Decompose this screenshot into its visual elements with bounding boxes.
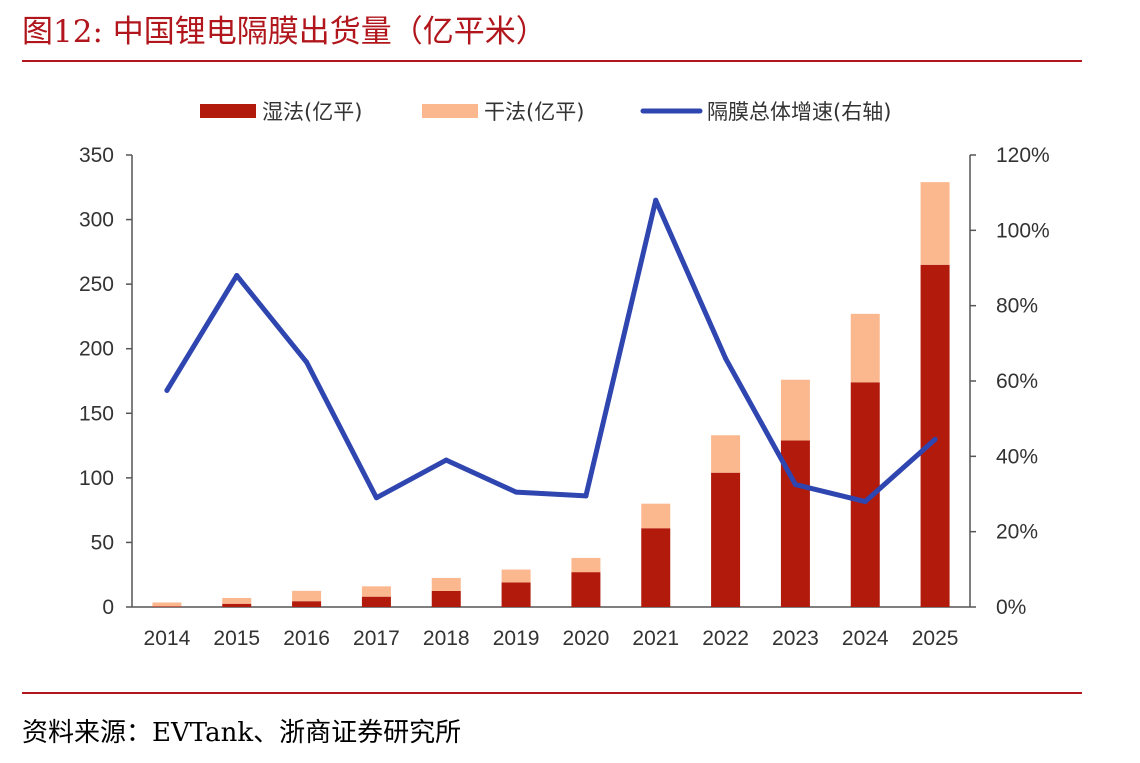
x-axis-tick-label: 2016 bbox=[283, 627, 330, 650]
bar-dry bbox=[361, 586, 391, 597]
left-axis-tick-label: 100 bbox=[79, 467, 114, 490]
bar-wet bbox=[361, 596, 391, 607]
left-axis-tick-label: 300 bbox=[79, 209, 114, 232]
bar-dry bbox=[641, 503, 671, 529]
x-axis-tick-label: 2019 bbox=[493, 627, 540, 650]
bottom-rule bbox=[22, 692, 1082, 694]
legend-label-wet: 湿法(亿平) bbox=[262, 100, 362, 124]
x-axis-tick-label: 2021 bbox=[632, 627, 679, 650]
x-axis-tick-label: 2025 bbox=[912, 627, 959, 650]
bar-dry bbox=[152, 602, 182, 607]
x-axis-tick-label: 2014 bbox=[144, 627, 191, 650]
left-axis-tick-label: 200 bbox=[79, 338, 114, 361]
x-axis-tick-label: 2020 bbox=[563, 627, 610, 650]
growth-line-point bbox=[583, 493, 589, 499]
bar-wet bbox=[292, 601, 322, 607]
x-axis-tick-label: 2022 bbox=[702, 627, 749, 650]
right-axis-tick-label: 120% bbox=[996, 144, 1050, 167]
growth-line-point bbox=[234, 273, 240, 279]
bars bbox=[152, 182, 950, 607]
bar-wet bbox=[152, 606, 182, 607]
legend-swatch-wet bbox=[200, 104, 256, 118]
legend-label-dry: 干法(亿平) bbox=[484, 100, 584, 124]
left-axis-tick-label: 50 bbox=[91, 531, 114, 554]
bar-wet bbox=[571, 572, 601, 607]
growth-line-point bbox=[373, 495, 379, 501]
x-axis-tick-label: 2017 bbox=[353, 627, 400, 650]
right-axis-tick-label: 60% bbox=[996, 370, 1038, 393]
growth-line-point bbox=[653, 197, 659, 203]
bar-wet bbox=[431, 590, 461, 607]
left-axis-tick-label: 250 bbox=[79, 273, 114, 296]
bar-dry bbox=[292, 590, 322, 602]
bar-dry bbox=[571, 557, 601, 573]
growth-line-point bbox=[164, 387, 170, 393]
bar-dry bbox=[780, 379, 810, 441]
bar-dry bbox=[501, 569, 531, 583]
legend-label-growth: 隔膜总体增速(右轴) bbox=[707, 100, 891, 124]
bar-dry bbox=[711, 435, 741, 473]
growth-line-point bbox=[513, 489, 519, 495]
growth-line-point bbox=[792, 482, 798, 488]
growth-line-point bbox=[443, 457, 449, 463]
source-note: 资料来源：EVTank、浙商证券研究所 bbox=[22, 718, 462, 748]
growth-line-point bbox=[304, 359, 310, 365]
x-axis-tick-label: 2018 bbox=[423, 627, 470, 650]
growth-line-point bbox=[723, 355, 729, 361]
right-axis-tick-label: 0% bbox=[996, 596, 1026, 619]
bar-wet bbox=[711, 472, 741, 607]
axes: 0 50 100 150 200 250 300 350 0% 20% 40% 60% 80% 100% 1… bbox=[79, 144, 1050, 650]
bar-dry bbox=[920, 182, 950, 265]
growth-line-path bbox=[164, 197, 938, 505]
bar-wet bbox=[641, 528, 671, 607]
x-axis-tick-label: 2015 bbox=[213, 627, 260, 650]
legend: 湿法(亿平) 干法(亿平) 隔膜总体增速(右轴) bbox=[200, 100, 891, 124]
right-axis-tick-label: 40% bbox=[996, 445, 1038, 468]
growth-line-point bbox=[932, 436, 938, 442]
right-axis-tick-label: 80% bbox=[996, 295, 1038, 318]
left-axis-tick-label: 150 bbox=[79, 402, 114, 425]
left-axis-tick-label: 350 bbox=[79, 144, 114, 167]
left-axis-tick-label: 0 bbox=[102, 596, 114, 619]
bar-wet bbox=[920, 264, 950, 607]
top-rule bbox=[22, 60, 1082, 62]
bar-dry bbox=[222, 597, 252, 604]
legend-swatch-dry bbox=[422, 104, 478, 118]
right-axis-tick-label: 20% bbox=[996, 521, 1038, 544]
x-axis-tick-label: 2024 bbox=[842, 627, 889, 650]
right-axis-tick-label: 100% bbox=[996, 219, 1050, 242]
bar-dry bbox=[431, 577, 461, 591]
growth-line-point bbox=[862, 499, 868, 505]
growth-line bbox=[164, 197, 938, 505]
bar-wet bbox=[222, 603, 252, 607]
bar-dry bbox=[850, 313, 880, 383]
x-axis-tick-label: 2023 bbox=[772, 627, 819, 650]
bar-wet bbox=[501, 582, 531, 607]
figure-title: 图12: 中国锂电隔膜出货量（亿平米） bbox=[22, 14, 547, 50]
